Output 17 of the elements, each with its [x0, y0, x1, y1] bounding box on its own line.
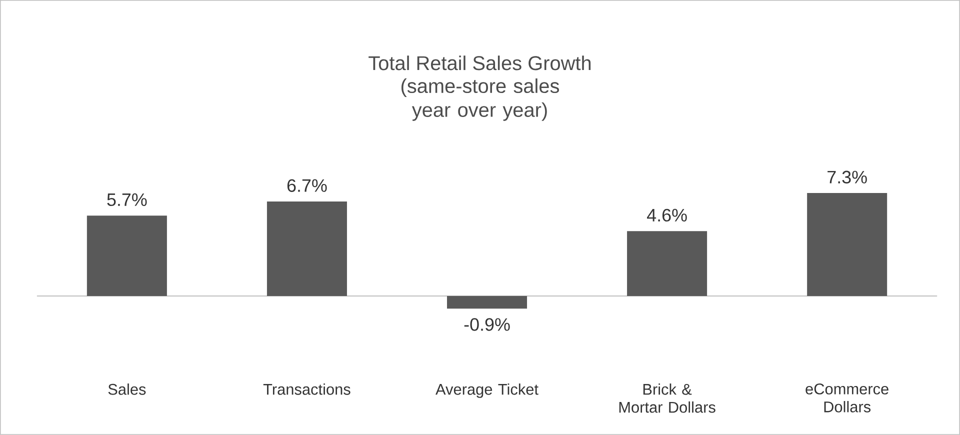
x-tick-label: Sales [108, 384, 146, 395]
x-tick-label: eCommerce Dollars [806, 384, 888, 412]
chart-subtitle: (same-store sales year over year) [402, 78, 559, 121]
data-label: 5.7% [107, 193, 147, 206]
x-tick-label: Brick & Mortar Dollars [619, 384, 716, 413]
bar [86, 216, 167, 296]
x-tick-label: Transactions [263, 384, 350, 395]
data-label: 6.7% [287, 179, 327, 192]
bar [447, 296, 528, 309]
data-label: -0.9% [464, 318, 510, 331]
data-label: 4.6% [647, 208, 687, 222]
bar [627, 231, 708, 296]
bar [266, 202, 347, 296]
data-label: 7.3% [828, 170, 867, 184]
chart-title: Total Retail Sales Growth [368, 56, 591, 70]
bar [807, 193, 888, 296]
x-tick-label: Average Ticket [436, 384, 538, 398]
